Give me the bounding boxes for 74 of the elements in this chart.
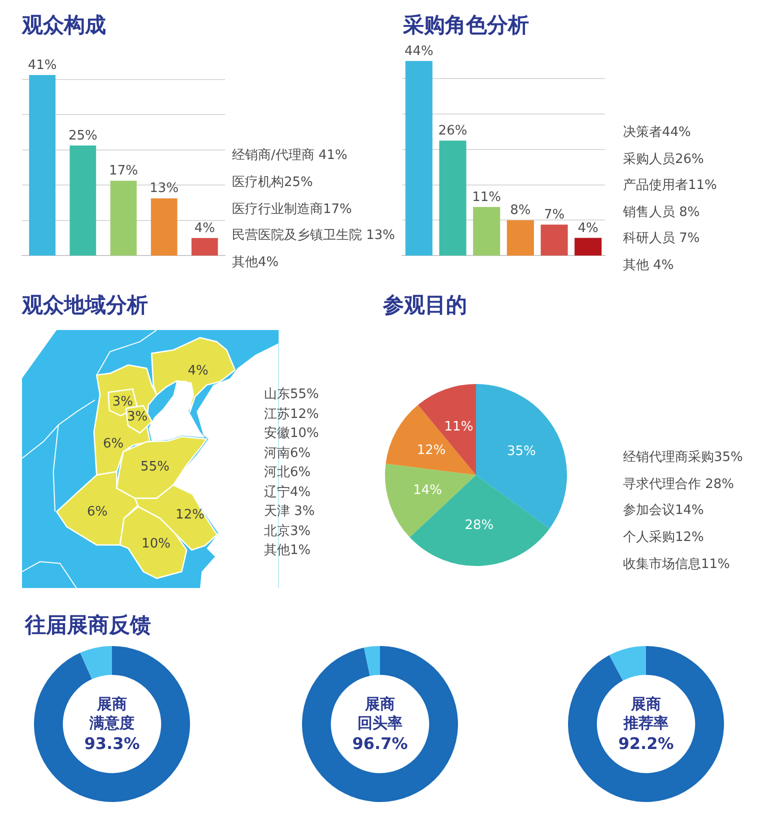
text: 其他1% [264, 542, 311, 560]
text: 经销商/代理商 41% [232, 147, 348, 165]
text: 其他 4% [623, 257, 674, 275]
data-label: 13% [150, 181, 179, 196]
data-label: 26% [438, 123, 468, 138]
bar [439, 140, 466, 256]
bar [405, 61, 432, 256]
data-label: 55% [140, 459, 170, 474]
bar [70, 145, 96, 256]
text: 决策者44% [623, 124, 691, 142]
text: 天津 3% [264, 503, 315, 521]
data-label: 3% [126, 409, 148, 424]
text: 产品使用者11% [623, 177, 717, 196]
data-label: 11% [472, 190, 502, 205]
text: 医疗行业制造商17% [232, 200, 352, 219]
data-label: 41% [28, 58, 57, 73]
data-label: 11% [444, 419, 474, 434]
text: 推荐率 [624, 714, 668, 732]
text: 收集市场信息11% [623, 556, 730, 574]
text: 科研人员 7% [623, 230, 700, 248]
data-label: 35% [506, 444, 536, 460]
text: 江苏12% [264, 406, 319, 424]
text: 回头率 [358, 714, 402, 732]
data-label: 7% [544, 208, 565, 223]
text: 山东55% [264, 386, 319, 404]
data-label: 4% [578, 220, 598, 236]
bar [574, 238, 602, 256]
text: 寻求代理合作 28% [623, 476, 734, 494]
bar [473, 206, 500, 256]
data-label: 44% [404, 44, 434, 59]
data-label: 92.2% [618, 732, 674, 754]
text: 展商 [631, 694, 661, 714]
text: 展商 [97, 694, 127, 714]
data-label: 8% [510, 203, 531, 218]
bar [506, 220, 534, 256]
data-label: 17% [109, 164, 138, 179]
data-label: 93.3% [84, 732, 140, 754]
text: 医疗机构25% [232, 174, 313, 192]
bar [110, 180, 137, 256]
data-label: 25% [68, 128, 98, 144]
chart-title: 观众构成 [22, 13, 106, 37]
bar [192, 238, 218, 256]
text: 辽宁4% [264, 484, 311, 502]
bar [540, 224, 568, 256]
text: 河北6% [264, 464, 311, 482]
text: 销售人员 8% [623, 204, 700, 222]
text: 安徽10% [264, 425, 319, 443]
chart-title: 采购角色分析 [403, 13, 529, 37]
data-label: 4% [188, 364, 208, 378]
bar [150, 198, 178, 256]
data-label: 96.7% [352, 732, 408, 754]
chart-title: 参观目的 [383, 293, 467, 317]
text: 参加会议14% [623, 502, 704, 520]
bar [29, 75, 56, 256]
data-label: 14% [413, 483, 442, 498]
text: 满意度 [90, 714, 134, 732]
text: 展商 [365, 694, 395, 714]
text: 其他4% [232, 254, 279, 272]
text: 北京3% [264, 522, 311, 540]
text: 观众地域分析 [22, 293, 148, 317]
data-label: 3% [112, 394, 133, 410]
text: 河南6% [264, 444, 311, 462]
text: 民营医院及乡镇卫生院 13% [232, 227, 396, 246]
data-label: 12% [176, 508, 204, 522]
data-label: 4% [194, 220, 216, 236]
text: 个人采购12% [623, 529, 704, 548]
text: 采购人员26% [623, 150, 704, 169]
data-label: 12% [416, 442, 446, 458]
data-label: 28% [464, 518, 494, 534]
text: 往届展商反馈 [25, 613, 151, 637]
data-label: 6% [102, 436, 124, 452]
text: 经销代理商采购35% [623, 449, 743, 467]
data-label: 10% [142, 536, 170, 552]
data-label: 6% [86, 504, 108, 520]
